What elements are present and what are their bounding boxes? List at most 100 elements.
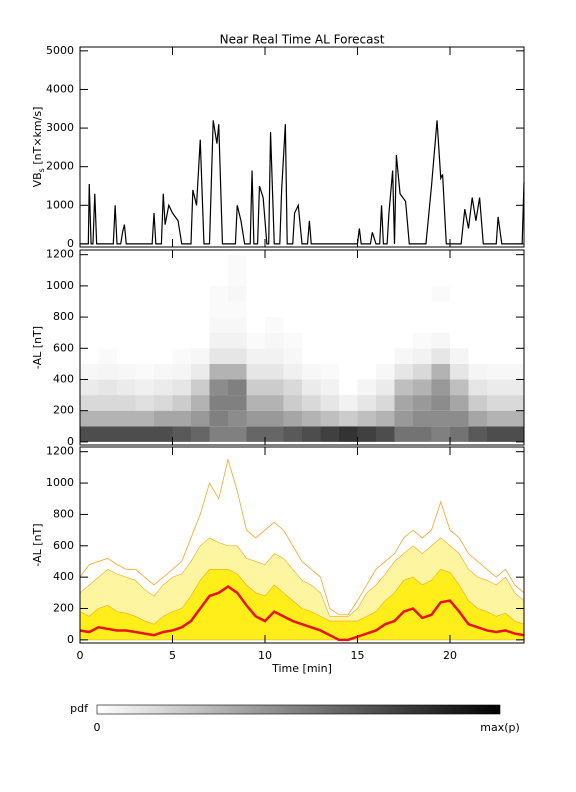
- pdf-cell: [80, 410, 99, 427]
- pdf-cell: [357, 379, 376, 396]
- pdf-cell: [302, 426, 321, 442]
- pdf-cell: [135, 395, 154, 411]
- y-tick-label: 0: [67, 237, 74, 250]
- colorbar-min: 0: [94, 721, 101, 734]
- pdf-cell: [265, 348, 284, 364]
- pdf-cell: [431, 332, 450, 349]
- pdf-cell: [376, 395, 395, 411]
- pdf-cell: [302, 395, 321, 411]
- pdf-cell: [413, 332, 432, 349]
- pdf-cell: [357, 426, 376, 442]
- pdf-cell: [283, 426, 302, 442]
- y-label-text: VB: [31, 172, 44, 187]
- pdf-cell: [135, 410, 154, 427]
- chart-title: Near Real Time AL Forecast: [220, 33, 385, 47]
- pdf-cell: [302, 379, 321, 396]
- pdf-cell: [98, 410, 117, 427]
- pdf-cell: [209, 348, 228, 364]
- pdf-cell: [376, 410, 395, 427]
- x-tick-label: 10: [258, 649, 272, 662]
- pdf-cell: [357, 395, 376, 411]
- y-label-unit: [nT×km/s]: [31, 107, 44, 169]
- pdf-cell: [450, 395, 469, 411]
- pdf-cell: [191, 426, 210, 442]
- colorbar-label: pdf: [70, 702, 89, 715]
- pdf-cell: [394, 363, 413, 380]
- pdf-cell: [172, 410, 191, 427]
- pdf-cell: [191, 410, 210, 427]
- pdf-cell: [283, 363, 302, 380]
- pdf-cell: [450, 426, 469, 442]
- y-label-text: -AL [nT]: [31, 523, 44, 566]
- pdf-cell: [172, 395, 191, 411]
- y-label-text: -AL [nT]: [31, 326, 44, 369]
- y-tick-label: 3000: [46, 121, 74, 134]
- pdf-cell: [209, 317, 228, 333]
- pdf-cell: [246, 410, 265, 427]
- pdf-cell: [394, 426, 413, 442]
- pdf-cell: [154, 426, 173, 442]
- y-tick-label: 1000: [46, 476, 74, 489]
- pdf-cell: [487, 410, 506, 427]
- pdf-cell: [487, 395, 506, 411]
- pdf-cell: [98, 426, 117, 442]
- pdf-cell: [117, 379, 136, 396]
- pdf-cell: [339, 410, 358, 427]
- pdf-cell: [413, 379, 432, 396]
- pdf-cell: [283, 332, 302, 349]
- pdf-cell: [172, 426, 191, 442]
- pdf-cell: [228, 285, 247, 302]
- pdf-cell: [117, 410, 136, 427]
- pdf-cell: [283, 379, 302, 396]
- pdf-cell: [376, 379, 395, 396]
- y-tick-label: 400: [53, 570, 74, 583]
- colorbar: [96, 704, 501, 715]
- pdf-cell: [117, 395, 136, 411]
- y-tick-label: 800: [53, 507, 74, 520]
- pdf-cell: [228, 348, 247, 364]
- pdf-cell: [468, 363, 487, 380]
- pdf-cell: [154, 395, 173, 411]
- x-tick-label: 0: [77, 649, 84, 662]
- x-axis-label: Time [min]: [271, 662, 332, 675]
- vbs-line: [80, 120, 525, 245]
- y-tick-label: 5000: [46, 44, 74, 57]
- y-tick-label: 200: [53, 602, 74, 615]
- pdf-cell: [468, 426, 487, 442]
- pdf-cell: [413, 363, 432, 380]
- pdf-cell: [265, 363, 284, 380]
- pdf-cell: [228, 270, 247, 286]
- y-tick-label: 0: [67, 435, 74, 448]
- pdf-cell: [487, 379, 506, 396]
- pdf-cell: [191, 379, 210, 396]
- pdf-cell: [172, 363, 191, 380]
- pdf-cell: [413, 410, 432, 427]
- pdf-cell: [283, 395, 302, 411]
- pdf-cell: [228, 363, 247, 380]
- colorbar-max: max(p): [480, 721, 520, 734]
- pdf-cell: [413, 426, 432, 442]
- pdf-cell: [209, 285, 228, 302]
- pdf-cell: [246, 348, 265, 364]
- pdf-cell: [191, 395, 210, 411]
- y-tick-label: 2000: [46, 160, 74, 173]
- y-tick-label: 1200: [46, 445, 74, 458]
- pdf-cell: [246, 363, 265, 380]
- pdf-cell: [283, 348, 302, 364]
- pdf-cell: [80, 395, 99, 411]
- y-label-sub: s: [37, 168, 46, 172]
- y-axis-label: -AL [nT]: [31, 523, 44, 566]
- pdf-cell: [98, 379, 117, 396]
- pdf-cell: [487, 363, 506, 380]
- pdf-cell: [376, 363, 395, 380]
- pdf-cell: [320, 363, 339, 380]
- pdf-cell: [228, 426, 247, 442]
- pdf-cell: [265, 410, 284, 427]
- pdf-cell: [431, 348, 450, 364]
- y-tick-label: 400: [53, 372, 74, 385]
- plot-frame: [79, 46, 525, 248]
- pdf-cell: [209, 410, 228, 427]
- pdf-cell: [394, 395, 413, 411]
- pdf-cell: [191, 363, 210, 380]
